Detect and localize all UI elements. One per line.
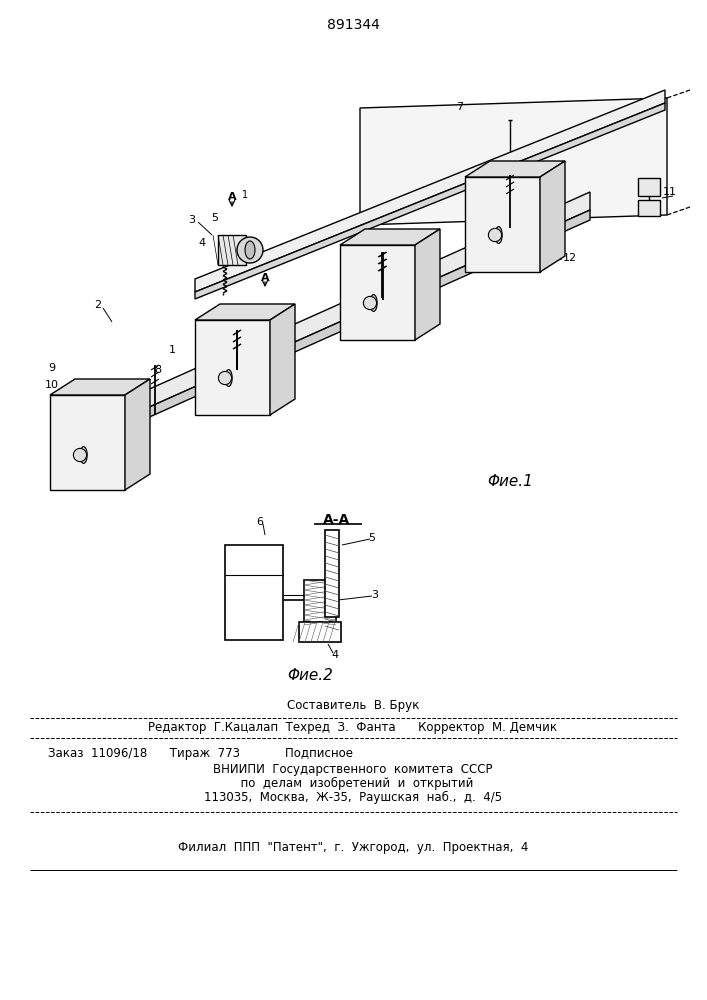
Polygon shape xyxy=(125,379,150,490)
Polygon shape xyxy=(60,192,590,447)
Polygon shape xyxy=(225,545,283,640)
Polygon shape xyxy=(325,530,339,617)
Text: 4: 4 xyxy=(199,238,206,248)
Text: 12: 12 xyxy=(563,253,577,263)
Text: 6: 6 xyxy=(257,517,264,527)
Polygon shape xyxy=(195,90,665,292)
Polygon shape xyxy=(465,177,540,272)
Text: 7: 7 xyxy=(457,102,464,112)
Text: 11: 11 xyxy=(663,187,677,197)
Text: 3: 3 xyxy=(371,590,378,600)
Ellipse shape xyxy=(370,295,378,311)
Text: Филиал  ППП  "Патент",  г.  Ужгород,  ул.  Проектная,  4: Филиал ППП "Патент", г. Ужгород, ул. Про… xyxy=(178,842,528,854)
Text: A-A: A-A xyxy=(323,513,351,527)
Polygon shape xyxy=(195,304,295,320)
Ellipse shape xyxy=(225,370,232,386)
Text: Φие.2: Φие.2 xyxy=(287,668,333,682)
Text: 1: 1 xyxy=(242,190,248,200)
Text: по  делам  изобретений  и  открытий: по делам изобретений и открытий xyxy=(233,776,473,790)
Text: 891344: 891344 xyxy=(327,18,380,32)
Text: Заказ  11096/18      Тираж  773            Подписное: Заказ 11096/18 Тираж 773 Подписное xyxy=(47,746,353,760)
Text: ВНИИПИ  Государственного  комитета  СССР: ВНИИПИ Государственного комитета СССР xyxy=(214,762,493,776)
Polygon shape xyxy=(360,98,667,225)
Polygon shape xyxy=(540,161,565,272)
Polygon shape xyxy=(304,580,336,622)
Circle shape xyxy=(74,448,86,462)
Text: 113035,  Москва,  Ж-35,  Раушская  наб.,  д.  4/5: 113035, Москва, Ж-35, Раушская наб., д. … xyxy=(204,790,502,804)
Text: 1: 1 xyxy=(168,345,175,355)
Text: A: A xyxy=(261,273,269,283)
Polygon shape xyxy=(218,235,246,265)
Text: 8: 8 xyxy=(154,365,162,375)
Polygon shape xyxy=(50,395,125,490)
Text: Φие.1: Φие.1 xyxy=(487,475,533,489)
Polygon shape xyxy=(340,229,440,245)
Text: A: A xyxy=(228,192,236,202)
Ellipse shape xyxy=(495,227,502,243)
Polygon shape xyxy=(638,178,660,196)
Text: Составитель  В. Брук: Составитель В. Брук xyxy=(287,700,419,712)
Polygon shape xyxy=(299,622,341,642)
Text: 10: 10 xyxy=(45,380,59,390)
Polygon shape xyxy=(60,210,590,457)
Circle shape xyxy=(489,228,501,242)
Text: 5: 5 xyxy=(211,213,218,223)
Polygon shape xyxy=(415,229,440,340)
Polygon shape xyxy=(340,245,415,340)
Text: 4: 4 xyxy=(332,650,339,660)
Polygon shape xyxy=(638,200,660,216)
Circle shape xyxy=(218,371,232,385)
Ellipse shape xyxy=(80,447,87,463)
Circle shape xyxy=(363,296,377,310)
Polygon shape xyxy=(195,103,665,299)
Circle shape xyxy=(237,237,263,263)
Text: 5: 5 xyxy=(368,533,375,543)
Polygon shape xyxy=(465,161,565,177)
Text: 2: 2 xyxy=(95,300,102,310)
Polygon shape xyxy=(270,304,295,415)
Text: 9: 9 xyxy=(49,363,56,373)
Text: 3: 3 xyxy=(189,215,196,225)
Ellipse shape xyxy=(245,241,255,259)
Polygon shape xyxy=(50,379,150,395)
Text: Редактор  Г.Кацалап  Техред  З.  Фанта      Корректор  М. Демчик: Редактор Г.Кацалап Техред З. Фанта Корре… xyxy=(148,720,558,734)
Polygon shape xyxy=(195,320,270,415)
